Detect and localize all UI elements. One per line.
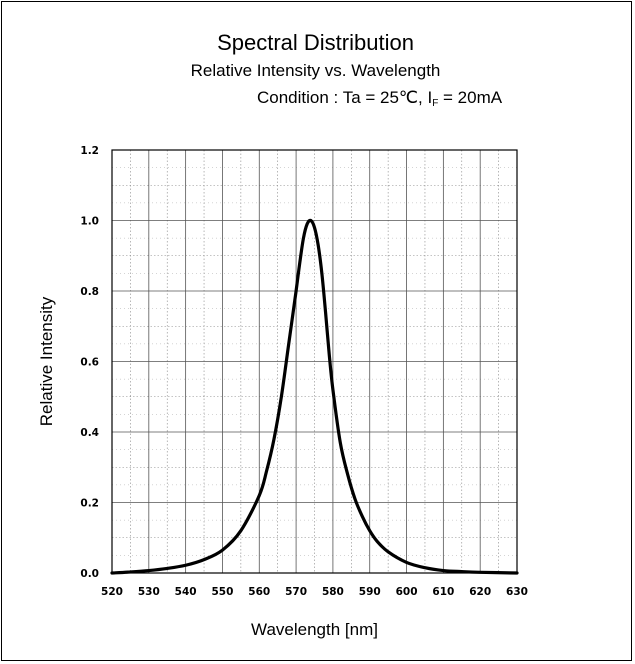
x-tick-label: 610 [432, 586, 454, 598]
chart-title: Spectral Distribution [217, 30, 414, 55]
y-tick-label: 0.0 [80, 568, 99, 580]
y-tick-label: 0.2 [80, 498, 99, 510]
x-tick-label: 590 [359, 586, 381, 598]
x-tick-labels: 520 530 540 550 560 570 580 590 600 610 620 630 [101, 586, 528, 598]
x-axis-label: Wavelength [nm] [251, 620, 378, 639]
y-tick-label: 1.2 [80, 145, 99, 157]
test-condition: Condition : Ta = 25℃, IF = 20mA [257, 88, 502, 109]
y-axis-label: Relative Intensity [37, 296, 56, 426]
y-tick-label: 0.8 [80, 286, 99, 298]
x-tick-label: 580 [322, 586, 344, 598]
x-tick-label: 570 [285, 586, 307, 598]
x-tick-label: 550 [211, 586, 233, 598]
x-tick-label: 630 [506, 586, 528, 598]
chart-subtitle: Relative Intensity vs. Wavelength [190, 61, 441, 80]
x-tick-label: 620 [469, 586, 491, 598]
y-tick-label: 0.4 [80, 427, 99, 439]
x-tick-label: 600 [396, 586, 418, 598]
x-tick-label: 520 [101, 586, 123, 598]
series-layer [110, 218, 519, 575]
y-tick-label: 1.0 [80, 216, 99, 228]
y-tick-label: 0.6 [80, 357, 99, 369]
x-tick-label: 530 [138, 586, 160, 598]
x-tick-label: 560 [248, 586, 270, 598]
plot-area [111, 149, 518, 574]
x-tick-label: 540 [175, 586, 197, 598]
condition-value: = 20mA [438, 88, 503, 107]
series-line [110, 218, 519, 575]
condition-text: Condition : Ta = 25℃, I [257, 88, 433, 107]
condition-subscript: F [432, 98, 439, 109]
y-tick-labels: 0.0 0.2 0.4 0.6 0.8 1.0 1.2 [80, 145, 99, 580]
